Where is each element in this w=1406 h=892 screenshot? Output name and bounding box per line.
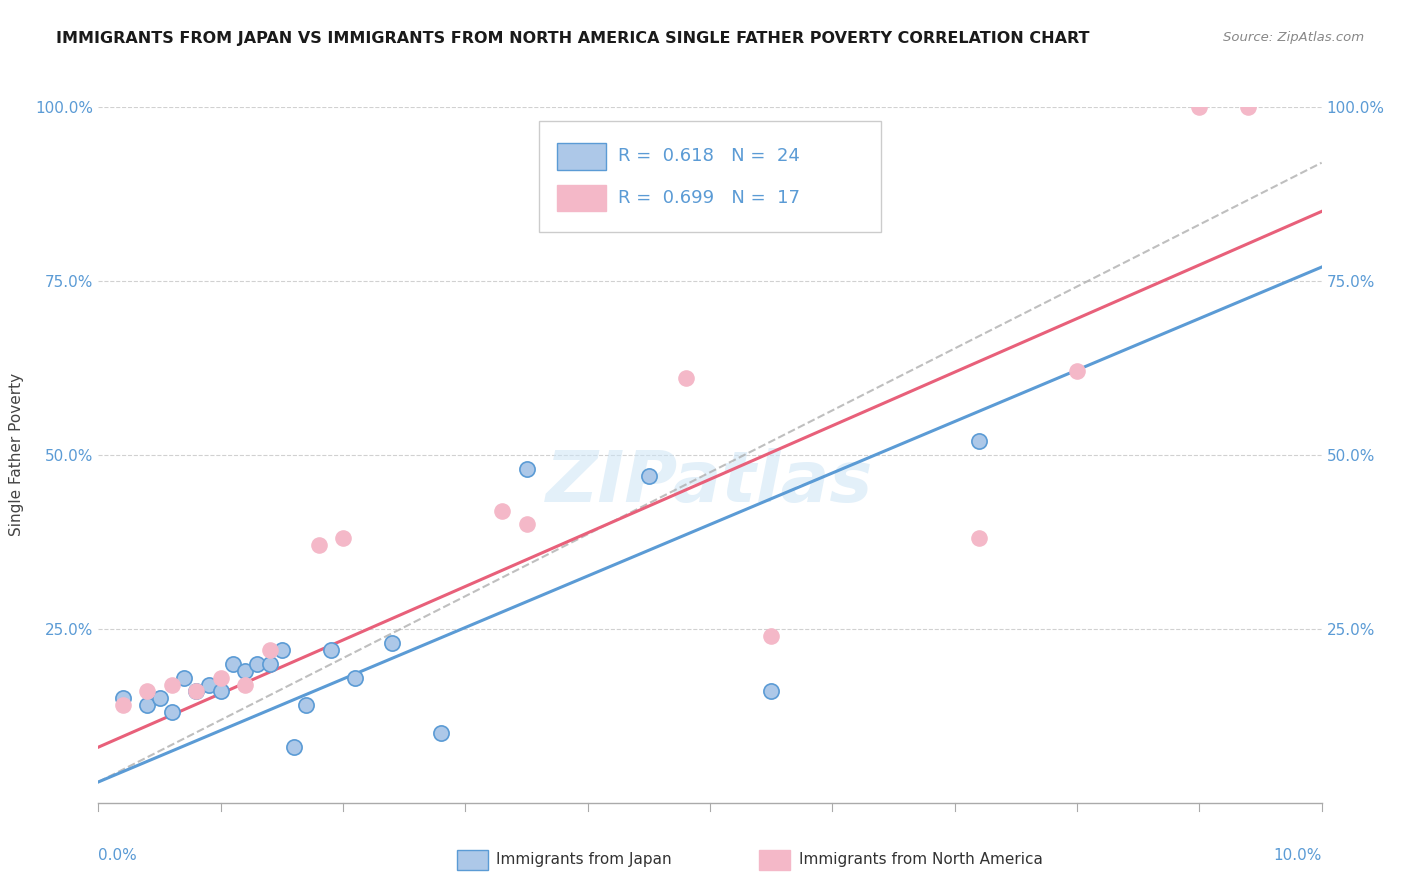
FancyBboxPatch shape — [538, 121, 882, 232]
Point — [308, 538, 330, 552]
Point — [319, 642, 342, 657]
Text: Immigrants from North America: Immigrants from North America — [799, 853, 1042, 867]
Point — [136, 684, 159, 698]
Point — [259, 657, 281, 671]
Text: R =  0.699   N =  17: R = 0.699 N = 17 — [619, 189, 800, 207]
Text: Source: ZipAtlas.com: Source: ZipAtlas.com — [1223, 31, 1364, 45]
Point — [136, 698, 159, 713]
Point — [233, 677, 256, 691]
Point — [638, 468, 661, 483]
Point — [761, 629, 783, 643]
Point — [160, 706, 183, 720]
Point — [1066, 364, 1088, 378]
Point — [381, 636, 404, 650]
Point — [430, 726, 453, 740]
Point — [160, 677, 183, 691]
Point — [197, 677, 219, 691]
Point — [283, 740, 305, 755]
Point — [332, 532, 354, 546]
Text: R =  0.618   N =  24: R = 0.618 N = 24 — [619, 147, 800, 165]
Point — [246, 657, 269, 671]
Point — [675, 371, 697, 385]
Point — [186, 684, 208, 698]
Point — [1237, 100, 1260, 114]
Point — [173, 671, 195, 685]
Bar — [557, 144, 606, 169]
Point — [295, 698, 318, 713]
Point — [491, 503, 513, 517]
Text: 10.0%: 10.0% — [1274, 848, 1322, 863]
Point — [111, 698, 134, 713]
Point — [209, 671, 232, 685]
Point — [344, 671, 367, 685]
Y-axis label: Single Father Poverty: Single Father Poverty — [10, 374, 24, 536]
Point — [516, 517, 538, 532]
Point — [967, 434, 990, 448]
Bar — [557, 185, 606, 211]
Point — [270, 642, 294, 657]
Point — [186, 684, 208, 698]
Text: Immigrants from Japan: Immigrants from Japan — [496, 853, 672, 867]
Point — [222, 657, 245, 671]
Point — [516, 462, 538, 476]
Point — [259, 642, 281, 657]
Text: IMMIGRANTS FROM JAPAN VS IMMIGRANTS FROM NORTH AMERICA SINGLE FATHER POVERTY COR: IMMIGRANTS FROM JAPAN VS IMMIGRANTS FROM… — [56, 31, 1090, 46]
Text: 0.0%: 0.0% — [98, 848, 138, 863]
Point — [1188, 100, 1211, 114]
Point — [233, 664, 256, 678]
Point — [149, 691, 172, 706]
Point — [209, 684, 232, 698]
Text: ZIPatlas: ZIPatlas — [547, 449, 873, 517]
Point — [761, 684, 783, 698]
Point — [967, 532, 990, 546]
Point — [111, 691, 134, 706]
Point — [613, 204, 636, 219]
